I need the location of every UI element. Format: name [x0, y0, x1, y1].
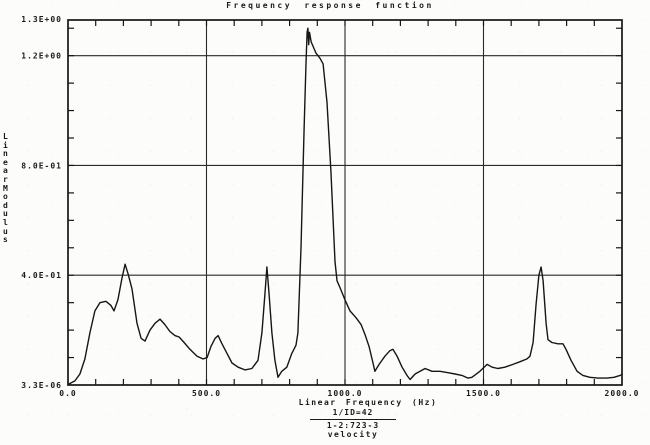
y-tick-label: 3.3E-06 [21, 381, 62, 390]
annotation-units-label: velocity [327, 430, 379, 439]
y-tick-label: 8.0E-01 [21, 161, 62, 170]
annotation-channel-ref: 1-2:723-3 [326, 420, 380, 430]
chart-title: Frequency response function [226, 1, 434, 10]
y-tick-label: 1.3E+00 [21, 15, 62, 24]
y-tick-label: 4.0E-01 [21, 271, 62, 280]
frf-curve [67, 27, 623, 386]
y-tick-label: 1.2E+00 [21, 52, 62, 61]
x-tick-label: 2000.0 [605, 389, 640, 398]
measurement-annotation: 1/ID=42 1-2:723-3 velocity [310, 408, 396, 440]
x-tick-label: 0.0 [59, 389, 76, 398]
annotation-measurement-id: 1/ID=42 [310, 408, 396, 420]
x-tick-label: 500.0 [192, 389, 221, 398]
x-axis-title: Linear Frequency (Hz) [298, 398, 438, 407]
x-tick-label: 1500.0 [466, 389, 501, 398]
y-axis-title: Linear Modulus [3, 132, 8, 245]
x-tick-label: 1000.0 [328, 389, 363, 398]
